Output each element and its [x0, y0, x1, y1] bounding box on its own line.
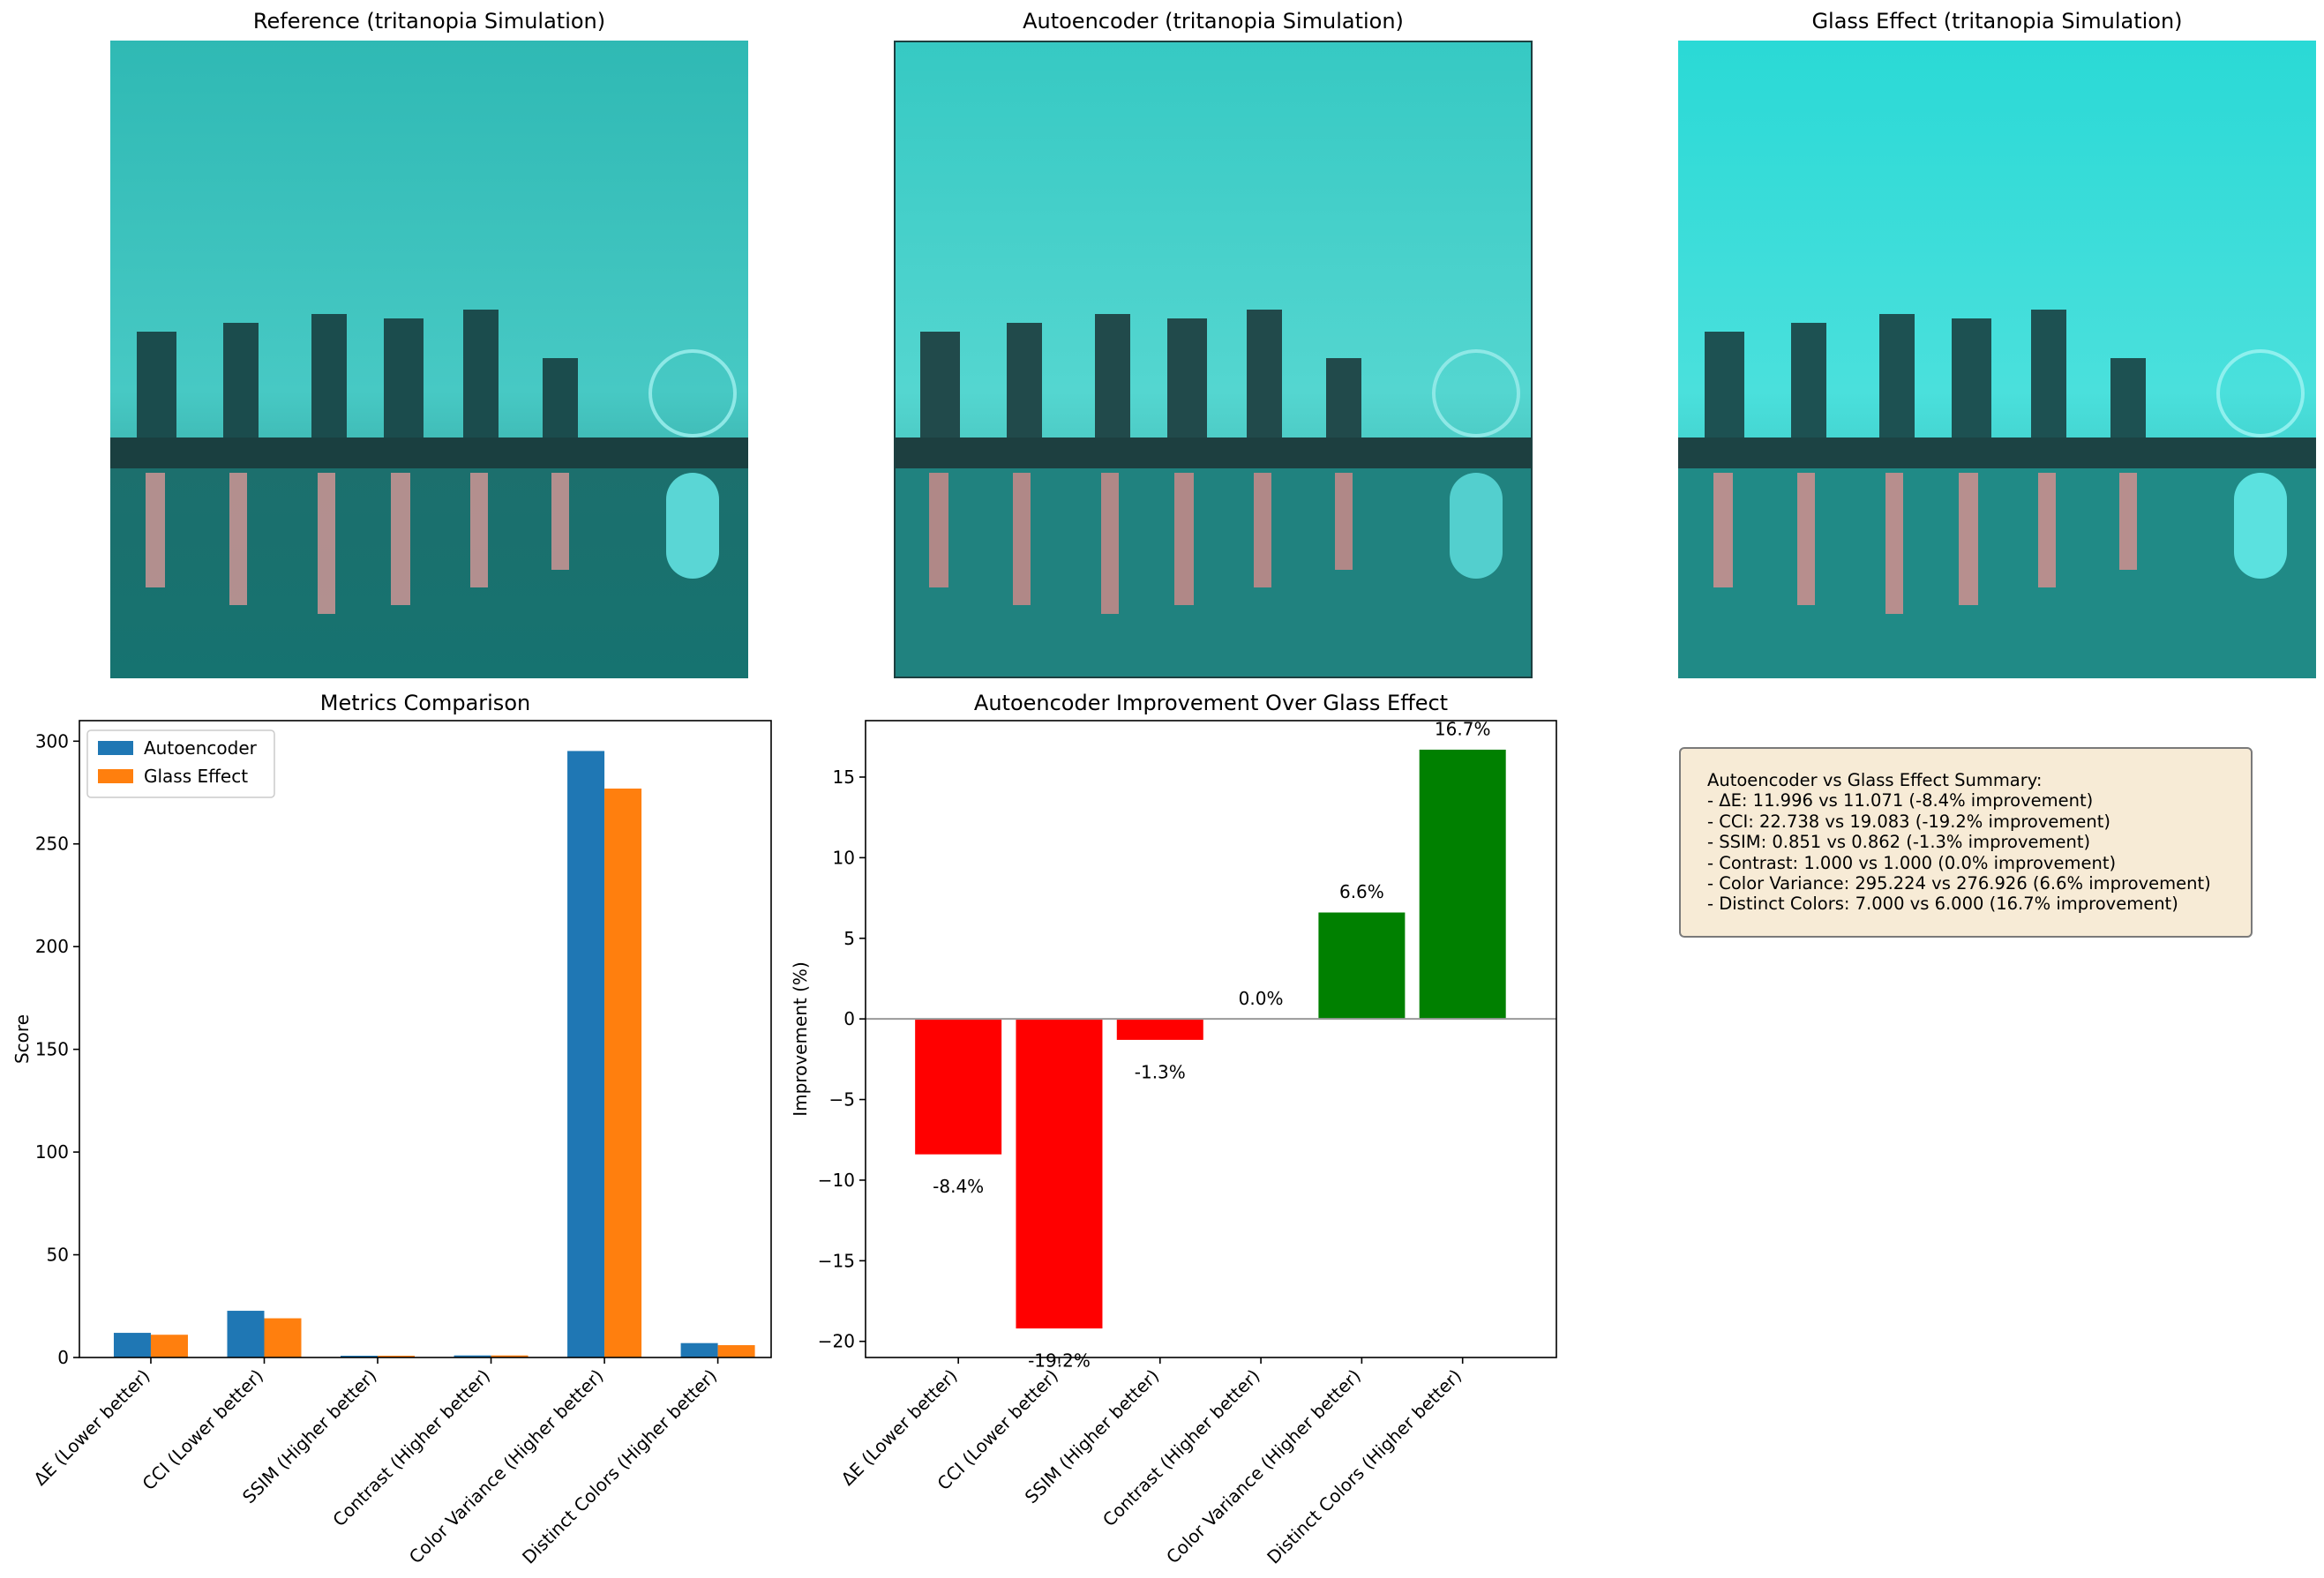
- improvement-bar: [915, 1019, 1002, 1155]
- metrics-legend-label-1: Glass Effect: [144, 766, 248, 787]
- metrics-bar-autoencoder: [113, 1333, 151, 1357]
- improvement-ytick-label: 0: [843, 1008, 855, 1029]
- improvement-value-label: 16.7%: [1435, 719, 1491, 740]
- metrics-bar-autoencoder: [680, 1342, 718, 1357]
- autoencoder-title: Autoencoder (tritanopia Simulation): [1023, 9, 1404, 34]
- metrics-legend-swatch-0: [98, 741, 133, 755]
- metrics-bar-autoencoder: [341, 1356, 379, 1357]
- summary-line-delta-e: - ΔE: 11.996 vs 11.071 (-8.4% improvemen…: [1707, 790, 2094, 811]
- metrics-bar-glass: [378, 1355, 416, 1357]
- metrics-ytick-label: 250: [35, 834, 69, 855]
- metrics-xtick-label: Color Variance (Higher better): [405, 1365, 608, 1568]
- metrics-axes-frame: [79, 720, 772, 1358]
- summary-line-contrast: - Contrast: 1.000 vs 1.000 (0.0% improve…: [1707, 852, 2117, 873]
- improvement-bar: [1016, 1019, 1103, 1329]
- metrics-bar-glass: [717, 1345, 755, 1357]
- metrics-bar-autoencoder: [454, 1355, 491, 1357]
- metrics-bar-glass: [604, 789, 642, 1357]
- improvement-ylabel: Improvement (%): [790, 961, 811, 1117]
- improvement-xtick-label: Distinct Colors (Higher better): [1263, 1365, 1466, 1568]
- metrics-bar-autoencoder: [227, 1311, 265, 1357]
- glass-title: Glass Effect (tritanopia Simulation): [1811, 9, 2183, 34]
- improvement-bar: [1318, 912, 1406, 1020]
- metrics-ytick-label: 150: [35, 1039, 69, 1060]
- reference-title: Reference (tritanopia Simulation): [252, 9, 606, 34]
- summary-line-cci: - CCI: 22.738 vs 19.083 (-19.2% improvem…: [1707, 811, 2110, 832]
- metrics-xtick-label: Distinct Colors (Higher better): [518, 1365, 721, 1568]
- metrics-bar-glass: [264, 1318, 302, 1357]
- autoencoder-image: [894, 41, 1533, 678]
- improvement-ytick-label: 5: [843, 928, 855, 949]
- metrics-ytick-label: 0: [57, 1347, 69, 1368]
- metrics-bar-glass: [150, 1335, 188, 1357]
- improvement-ytick-label: 15: [833, 767, 855, 788]
- metrics-ytick-label: 100: [35, 1141, 69, 1163]
- metrics-legend-label-0: Autoencoder: [144, 737, 258, 759]
- improvement-value-label: 6.6%: [1339, 881, 1384, 902]
- metrics-ylabel: Score: [11, 1014, 33, 1064]
- reference-image: [110, 41, 748, 678]
- improvement-title: Autoencoder Improvement Over Glass Effec…: [974, 691, 1448, 715]
- summary-line-color-variance: - Color Variance: 295.224 vs 276.926 (6.…: [1707, 873, 2211, 894]
- metrics-bar-autoencoder: [567, 751, 605, 1357]
- improvement-ytick-label: −15: [818, 1250, 855, 1271]
- summary-line-distinct-colors: - Distinct Colors: 7.000 vs 6.000 (16.7%…: [1707, 894, 2178, 915]
- improvement-ytick-label: −20: [818, 1331, 855, 1352]
- summary-line-ssim: - SSIM: 0.851 vs 0.862 (-1.3% improvemen…: [1707, 832, 2091, 853]
- improvement-ytick-label: 10: [833, 847, 855, 868]
- improvement-value-label: 0.0%: [1239, 988, 1284, 1009]
- improvement-ytick-label: −5: [829, 1089, 855, 1111]
- improvement-bar: [1419, 749, 1506, 1020]
- glass-effect-image: [1678, 41, 2316, 678]
- improvement-axes-frame: [865, 720, 1557, 1358]
- improvement-value-label: -8.4%: [933, 1176, 984, 1197]
- metrics-bar-glass: [491, 1355, 529, 1357]
- metrics-legend-swatch-1: [98, 769, 133, 783]
- improvement-ytick-label: −10: [818, 1170, 855, 1191]
- metrics-xtick-label: CCI (Lower better): [138, 1365, 267, 1495]
- metrics-title: Metrics Comparison: [320, 691, 530, 715]
- metrics-legend-box: [86, 729, 275, 798]
- metrics-xtick-label: ΔE (Lower better): [29, 1365, 154, 1490]
- improvement-value-label: -1.3%: [1135, 1061, 1186, 1082]
- metrics-ytick-label: 300: [35, 730, 69, 752]
- summary-box: Autoencoder vs Glass Effect Summary: - Δ…: [1679, 747, 2253, 938]
- summary-title: Autoencoder vs Glass Effect Summary:: [1707, 770, 2043, 790]
- metrics-ytick-label: 50: [47, 1245, 69, 1266]
- improvement-bar: [1116, 1019, 1203, 1040]
- metrics-ytick-label: 200: [35, 936, 69, 957]
- improvement-xtick-label: Color Variance (Higher better): [1162, 1365, 1365, 1568]
